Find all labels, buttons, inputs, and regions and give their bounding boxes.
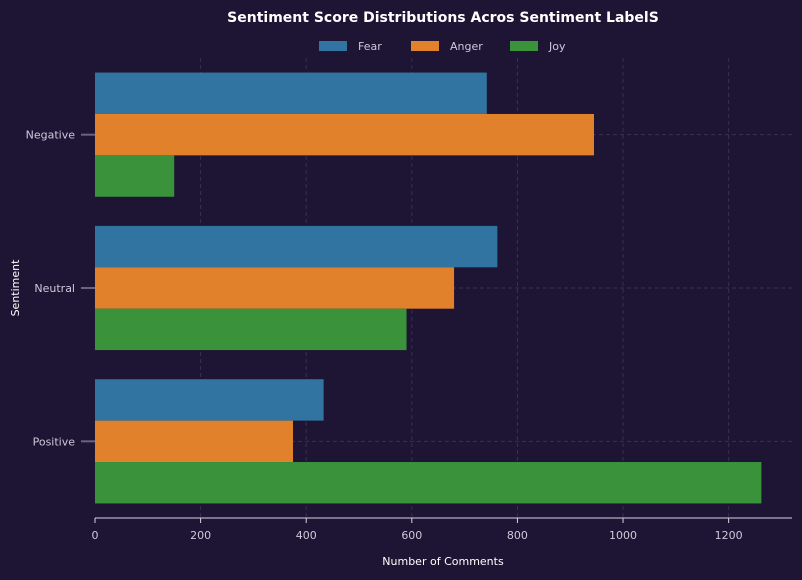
x-tick-label: 800 (507, 529, 528, 542)
y-tick-label: Neutral (34, 282, 75, 295)
bar-anger-neutral (95, 267, 455, 309)
x-tick-label: 0 (92, 529, 99, 542)
x-tick-label: 1200 (715, 529, 743, 542)
y-tick-label: Negative (26, 129, 76, 142)
legend-swatch-joy (510, 41, 538, 51)
legend-label-fear: Fear (358, 40, 382, 53)
y-axis-label: Sentiment (9, 259, 22, 317)
bar-fear-negative (95, 72, 487, 114)
bars (95, 72, 762, 504)
legend-swatch-anger (411, 41, 439, 51)
axes: 0 200 400 600 800 1000 1200 Negative Neutral Posi… (26, 129, 792, 542)
legend: Fear Anger Joy (319, 40, 566, 53)
x-tick-label: 600 (401, 529, 422, 542)
bar-anger-positive (95, 420, 294, 463)
bar-fear-neutral (95, 225, 498, 268)
x-axis-label: Number of Comments (382, 555, 504, 568)
legend-label-anger: Anger (450, 40, 483, 53)
legend-swatch-fear (319, 41, 347, 51)
bar-joy-positive (95, 462, 762, 504)
legend-label-joy: Joy (548, 40, 566, 53)
x-tick-label: 1000 (609, 529, 637, 542)
y-tick-label: Positive (33, 435, 76, 448)
bar-joy-negative (95, 155, 175, 197)
bar-joy-neutral (95, 308, 407, 351)
chart-title: Sentiment Score Distributions Acros Sent… (227, 10, 659, 26)
x-tick-label: 200 (190, 529, 211, 542)
bar-fear-positive (95, 379, 324, 421)
x-tick-label: 400 (296, 529, 317, 542)
bar-anger-negative (95, 113, 594, 156)
